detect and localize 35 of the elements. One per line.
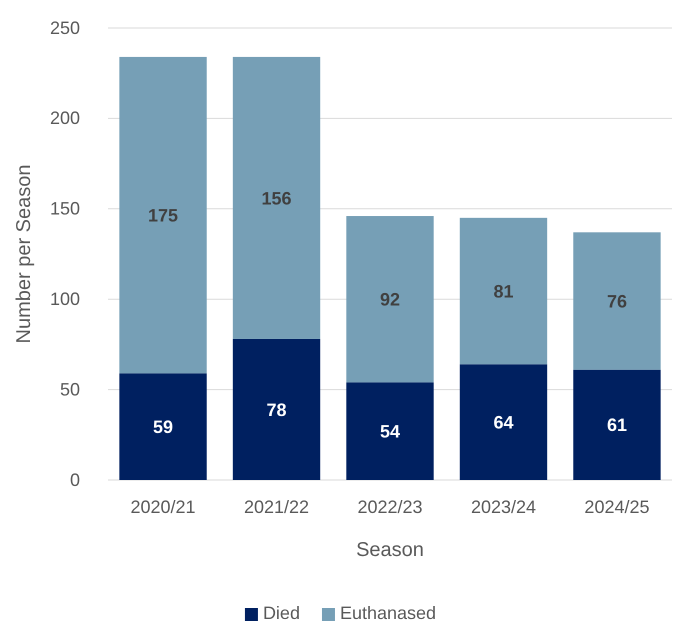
y-tick-label: 250 — [50, 18, 80, 38]
y-tick-label: 50 — [60, 379, 80, 400]
bar — [346, 216, 434, 382]
legend-label: Died — [262, 603, 300, 623]
bar — [346, 382, 434, 480]
bar — [573, 232, 661, 370]
bar — [232, 338, 320, 480]
data-label: 175 — [148, 205, 178, 226]
data-label: 59 — [153, 416, 174, 437]
x-axis-title: Season — [356, 539, 424, 561]
x-tick-label: 2021/22 — [244, 496, 310, 517]
legend-label: Euthanased — [340, 603, 436, 623]
x-tick-label: 2024/25 — [584, 496, 650, 517]
x-tick-label: 2023/24 — [470, 496, 536, 517]
data-label: 64 — [493, 412, 514, 432]
data-label: 54 — [380, 421, 400, 442]
y-tick-label: 100 — [50, 288, 80, 309]
bar — [119, 56, 207, 374]
bar — [573, 370, 661, 480]
y-tick-label: 0 — [70, 470, 80, 490]
data-label: 81 — [493, 281, 514, 302]
data-label: 78 — [266, 400, 287, 420]
data-label: 92 — [380, 290, 400, 310]
bar — [460, 218, 548, 364]
bar — [119, 373, 207, 480]
y-axis-title: Number per Season — [13, 164, 35, 344]
data-label: 156 — [261, 188, 292, 208]
data-label: 61 — [606, 415, 627, 436]
y-tick-label: 200 — [50, 108, 80, 128]
bar — [460, 364, 548, 480]
bar — [232, 56, 320, 339]
data-label: 76 — [606, 291, 627, 312]
x-tick-label: 2022/23 — [357, 496, 423, 517]
x-tick-label: 2020/21 — [130, 496, 196, 517]
y-tick-label: 150 — [50, 198, 80, 219]
